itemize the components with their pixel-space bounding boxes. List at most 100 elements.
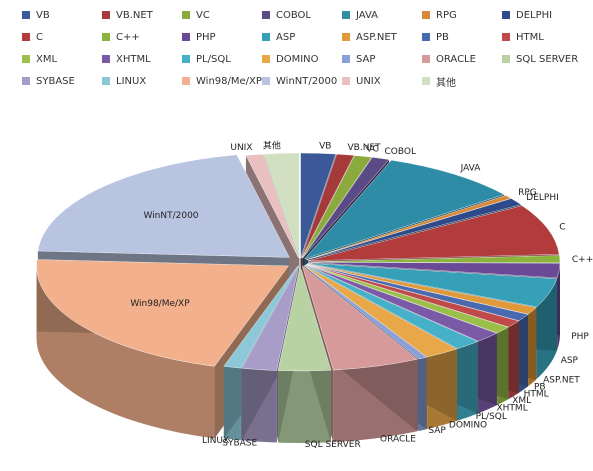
legend-item-domino-17: DOMINO: [262, 53, 342, 65]
slice-top: [305, 264, 498, 342]
legend-swatch: [502, 33, 510, 41]
slice-label-other-26: 其他: [263, 139, 281, 151]
slice-top: [301, 265, 418, 371]
slice-top: [307, 263, 537, 315]
legend-label: C++: [116, 31, 140, 43]
legend-label: UNIX: [356, 75, 381, 87]
legend-item-sybase-21: SYBASE: [22, 75, 102, 87]
legend-item-asp-net-11: ASP.NET: [342, 31, 422, 43]
legend-swatch: [182, 11, 190, 19]
slice-label-vc-2: VC: [366, 145, 378, 155]
legend-swatch: [182, 55, 190, 63]
legend-item-pb-12: PB: [422, 31, 502, 43]
pie-slice-sql-server-20: [277, 265, 332, 443]
slice-label-html-13: HTML: [524, 389, 549, 399]
legend-label: JAVA: [356, 9, 379, 21]
slice-top: [307, 262, 558, 308]
legend-label: PHP: [196, 31, 216, 43]
legend-item-linux-22: LINUX: [102, 75, 182, 87]
legend-label: SYBASE: [36, 75, 75, 87]
slice-label-unix-25: UNIX: [230, 143, 252, 153]
slice-top: [306, 195, 512, 260]
chart-legend: VB VB.NET VC COBOL JAVA RPG DELPHI C C++ PHP ASP AS…: [22, 9, 587, 89]
legend-swatch: [422, 33, 430, 41]
slice-label-c-8: C++: [572, 255, 593, 265]
slice-top: [241, 265, 299, 371]
slice-label-xhtml-15: XHTML: [497, 404, 528, 414]
slice-label-linux-22: LINUX: [202, 436, 229, 446]
legend-item-unix-25: UNIX: [342, 75, 422, 87]
legend-swatch: [342, 11, 350, 19]
legend-label: HTML: [516, 31, 544, 43]
slice-label-vb-net-1: VB.NET: [348, 143, 382, 153]
legend-label: VB: [36, 9, 50, 21]
legend-item-winnt-2000-24: WinNT/2000: [262, 75, 342, 87]
slice-label-asp-net-11: ASP.NET: [543, 375, 580, 385]
legend-label: ASP.NET: [356, 31, 397, 43]
legend-swatch: [182, 77, 190, 85]
slice-top: [37, 154, 290, 258]
legend-item-win98-me-xp-23: Win98/Me/XP: [182, 75, 262, 87]
legend-label: 其他: [436, 77, 456, 89]
slice-label-win98-me-xp-23: Win98/Me/XP: [130, 299, 190, 309]
slice-label-sap-18: SAP: [428, 426, 446, 436]
slice-top: [304, 265, 458, 358]
legend-label: ASP: [276, 31, 296, 43]
legend-label: COBOL: [276, 9, 311, 21]
slice-top: [306, 263, 529, 321]
slice-top: [307, 255, 561, 264]
legend-item-other-26: 其他: [422, 75, 502, 89]
legend-label: XML: [36, 53, 58, 65]
legend-item-vb-0: VB: [22, 9, 102, 21]
slice-label-sql-server-20: SQL SERVER: [305, 440, 361, 450]
legend-label: VC: [196, 9, 210, 21]
legend-swatch: [22, 11, 30, 19]
slice-label-xml-14: XML: [512, 396, 531, 406]
slice-top: [302, 157, 390, 259]
legend-item-xhtml-15: XHTML: [102, 53, 182, 65]
slice-label-java-4: JAVA: [460, 164, 482, 174]
legend-label: XHTML: [116, 53, 151, 65]
slice-top: [304, 159, 505, 260]
slice-label-asp-10: ASP: [561, 356, 579, 366]
legend-label: C: [36, 31, 43, 43]
legend-swatch: [102, 77, 110, 85]
slice-top: [307, 205, 560, 261]
slice-top: [223, 265, 299, 369]
legend-swatch: [342, 33, 350, 41]
legend-swatch: [262, 77, 270, 85]
slice-top: [245, 153, 299, 259]
legend-swatch: [262, 11, 270, 19]
legend-label: WinNT/2000: [276, 75, 338, 87]
legend-item-pl-sql-16: PL/SQL: [182, 53, 262, 65]
legend-label: PB: [436, 31, 449, 43]
slice-top: [307, 262, 561, 279]
legend-item-xml-14: XML: [22, 53, 102, 65]
legend-label: PL/SQL: [196, 53, 231, 65]
slice-top: [306, 198, 522, 260]
legend-swatch: [102, 11, 110, 19]
legend-swatch: [422, 77, 430, 85]
legend-swatch: [102, 33, 110, 41]
legend-label: DOMINO: [276, 53, 319, 65]
slice-top: [305, 264, 479, 349]
legend-label: SAP: [356, 53, 376, 65]
legend-swatch: [422, 11, 430, 19]
slice-top: [301, 155, 373, 259]
slice-label-oracle-19: ORACLE: [380, 435, 416, 445]
legend-item-asp-10: ASP: [262, 31, 342, 43]
slice-top: [301, 153, 355, 259]
slice-label-php-9: PHP: [571, 332, 589, 342]
legend-swatch: [22, 33, 30, 41]
legend-swatch: [422, 55, 430, 63]
legend-label: LINUX: [116, 75, 147, 87]
legend-item-rpg-5: RPG: [422, 9, 502, 21]
legend-item-cobol-3: COBOL: [262, 9, 342, 21]
legend-label: DELPHI: [516, 9, 553, 21]
slice-label-sybase-21: SYBASE: [222, 438, 257, 448]
slice-label-pl-sql-16: PL/SQL: [476, 412, 507, 422]
legend-swatch: [22, 77, 30, 85]
legend-label: ORACLE: [436, 53, 476, 65]
legend-item-php-9: PHP: [182, 31, 262, 43]
legend-item-sap-18: SAP: [342, 53, 422, 65]
